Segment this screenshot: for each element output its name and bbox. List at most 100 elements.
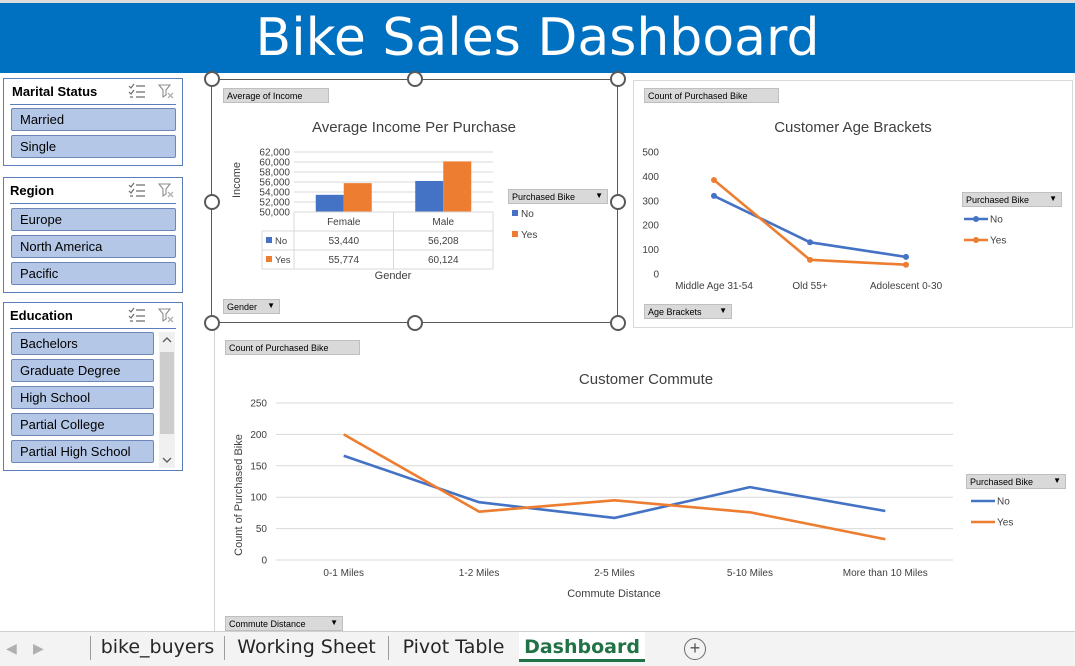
slicer-item[interactable]: North America: [11, 235, 176, 258]
average-of-income-field-button[interactable]: Average of Income: [223, 88, 329, 103]
tab-dashboard[interactable]: Dashboard: [519, 632, 645, 662]
y-tick-label: 52,000: [259, 198, 290, 209]
resize-handle[interactable]: [407, 71, 423, 87]
resize-handle[interactable]: [407, 315, 423, 331]
y-tick-label: 400: [642, 172, 659, 183]
next-sheet-icon[interactable]: ▶: [33, 640, 44, 656]
resize-handle[interactable]: [204, 194, 220, 210]
resize-handle[interactable]: [610, 71, 626, 87]
resize-handle[interactable]: [204, 315, 220, 331]
slicer-item[interactable]: Graduate Degree: [11, 359, 154, 382]
y-axis-label: Count of Purchased Bike: [233, 434, 245, 556]
clear-filter-icon[interactable]: [158, 307, 174, 323]
y-tick-label: 300: [642, 196, 659, 207]
scroll-thumb[interactable]: [160, 352, 174, 434]
purchased-bike-field-button[interactable]: Purchased Bike ▼: [508, 189, 608, 204]
resize-handle[interactable]: [610, 194, 626, 210]
scroll-down-icon[interactable]: [159, 452, 175, 468]
multi-select-icon[interactable]: [128, 307, 146, 323]
tab-pivot-table[interactable]: Pivot Table: [402, 636, 505, 658]
legend-label: No: [990, 215, 1003, 226]
count-of-purchased-bike-field-button[interactable]: Count of Purchased Bike: [225, 340, 360, 355]
slicer-marital-status: Marital Status Married Single: [3, 78, 183, 166]
commute-chart-panel[interactable]: Customer Commute Count of Purchased Bike…: [216, 333, 1075, 631]
series-line-no: [343, 454, 886, 520]
bar-no-female: [315, 194, 344, 212]
gender-field-button[interactable]: Gender ▼: [223, 299, 280, 314]
commute-distance-field-button[interactable]: Commute Distance ▼: [225, 616, 343, 631]
table-row-label: Yes: [275, 255, 291, 266]
slicer-item[interactable]: Europe: [11, 208, 176, 231]
multi-select-icon[interactable]: [128, 83, 146, 99]
add-sheet-icon[interactable]: +: [684, 638, 706, 660]
tab-working-sheet[interactable]: Working Sheet: [237, 636, 376, 658]
y-tick-label: 58,000: [259, 168, 290, 179]
legend-key-no: [266, 237, 272, 243]
x-tick-label: 5-10 Miles: [727, 568, 773, 579]
dropdown-arrow-icon: ▼: [719, 306, 727, 315]
y-tick-label: 50: [256, 524, 268, 535]
bar-yes-male: [443, 161, 472, 212]
data-point-no: [903, 253, 909, 260]
data-point-no: [711, 192, 717, 199]
x-axis-label: Gender: [375, 270, 412, 282]
resize-handle[interactable]: [610, 315, 626, 331]
slicer-title: Education: [10, 308, 73, 323]
dropdown-arrow-icon: ▼: [1053, 476, 1061, 485]
legend-label: No: [997, 497, 1010, 508]
slicer-item[interactable]: Pacific: [11, 262, 176, 285]
slicer-item[interactable]: High School: [11, 386, 154, 409]
age-brackets-field-button[interactable]: Age Brackets ▼: [644, 304, 732, 319]
dropdown-arrow-icon: ▼: [1049, 194, 1057, 203]
slicer-item[interactable]: Partial College: [11, 413, 154, 436]
scroll-up-icon[interactable]: [159, 332, 175, 348]
slicer-education: Education Bachelors Graduate Degree High…: [3, 302, 183, 471]
field-button-label: Purchased Bike: [512, 192, 576, 202]
y-tick-label: 200: [642, 221, 659, 232]
multi-select-icon[interactable]: [128, 182, 146, 198]
legend-label: Yes: [997, 518, 1013, 529]
series-line-yes: [343, 433, 886, 541]
slicer-item[interactable]: Bachelors: [11, 332, 154, 355]
purchased-bike-field-button[interactable]: Purchased Bike ▼: [962, 192, 1062, 207]
slicer-header: Marital Status: [10, 79, 176, 105]
x-tick-label: 0-1 Miles: [323, 568, 364, 579]
column-divider: [214, 325, 215, 631]
x-tick-label: 1-2 Miles: [459, 568, 500, 579]
dropdown-arrow-icon: ▼: [330, 618, 338, 627]
sheet-tab-bar: ◀ ▶ bike_buyers Working Sheet Pivot Tabl…: [0, 631, 1075, 666]
table-cell: 53,440: [328, 236, 359, 247]
previous-sheet-icon[interactable]: ◀: [6, 640, 17, 656]
chart-title: Customer Commute: [579, 371, 713, 388]
y-tick-label: 60,000: [259, 158, 290, 169]
slicer-scrollbar[interactable]: [159, 332, 175, 468]
clear-filter-icon[interactable]: [158, 83, 174, 99]
y-axis-label: Income: [231, 162, 243, 198]
chart-title: Customer Age Brackets: [774, 119, 932, 136]
resize-handle[interactable]: [204, 71, 220, 87]
count-of-purchased-bike-field-button[interactable]: Count of Purchased Bike: [644, 88, 779, 103]
dashboard-banner: Bike Sales Dashboard: [0, 0, 1075, 73]
age-chart-panel[interactable]: Customer Age Brackets 500 400 300 200 100 0 M…: [633, 80, 1073, 328]
slicer-item[interactable]: Married: [11, 108, 176, 131]
commute-chart: Customer Commute Count of Purchased Bike…: [233, 371, 1013, 600]
table-row-label: No: [275, 236, 287, 247]
tab-bike-buyers[interactable]: bike_buyers: [100, 636, 215, 658]
field-button-label: Purchased Bike: [970, 477, 1034, 487]
clear-filter-icon[interactable]: [158, 182, 174, 198]
table-cell: 55,774: [328, 255, 359, 266]
bar-no-male: [415, 180, 444, 212]
slicer-item[interactable]: Partial High School: [11, 440, 154, 463]
y-tick-label: 200: [250, 430, 267, 441]
x-tick-label: Adolescent 0-30: [870, 281, 943, 292]
purchased-bike-field-button[interactable]: Purchased Bike ▼: [966, 474, 1066, 489]
tab-separator: [90, 636, 91, 660]
slicer-header: Region: [10, 178, 176, 204]
income-chart-panel[interactable]: Average Income Per Purchase Income Gende…: [212, 80, 618, 323]
y-tick-label: 0: [653, 270, 659, 281]
slicer-item[interactable]: Single: [11, 135, 176, 158]
y-tick-label: 0: [261, 556, 267, 567]
legend-marker-no: [973, 216, 979, 222]
table-cell: 60,124: [428, 255, 459, 266]
